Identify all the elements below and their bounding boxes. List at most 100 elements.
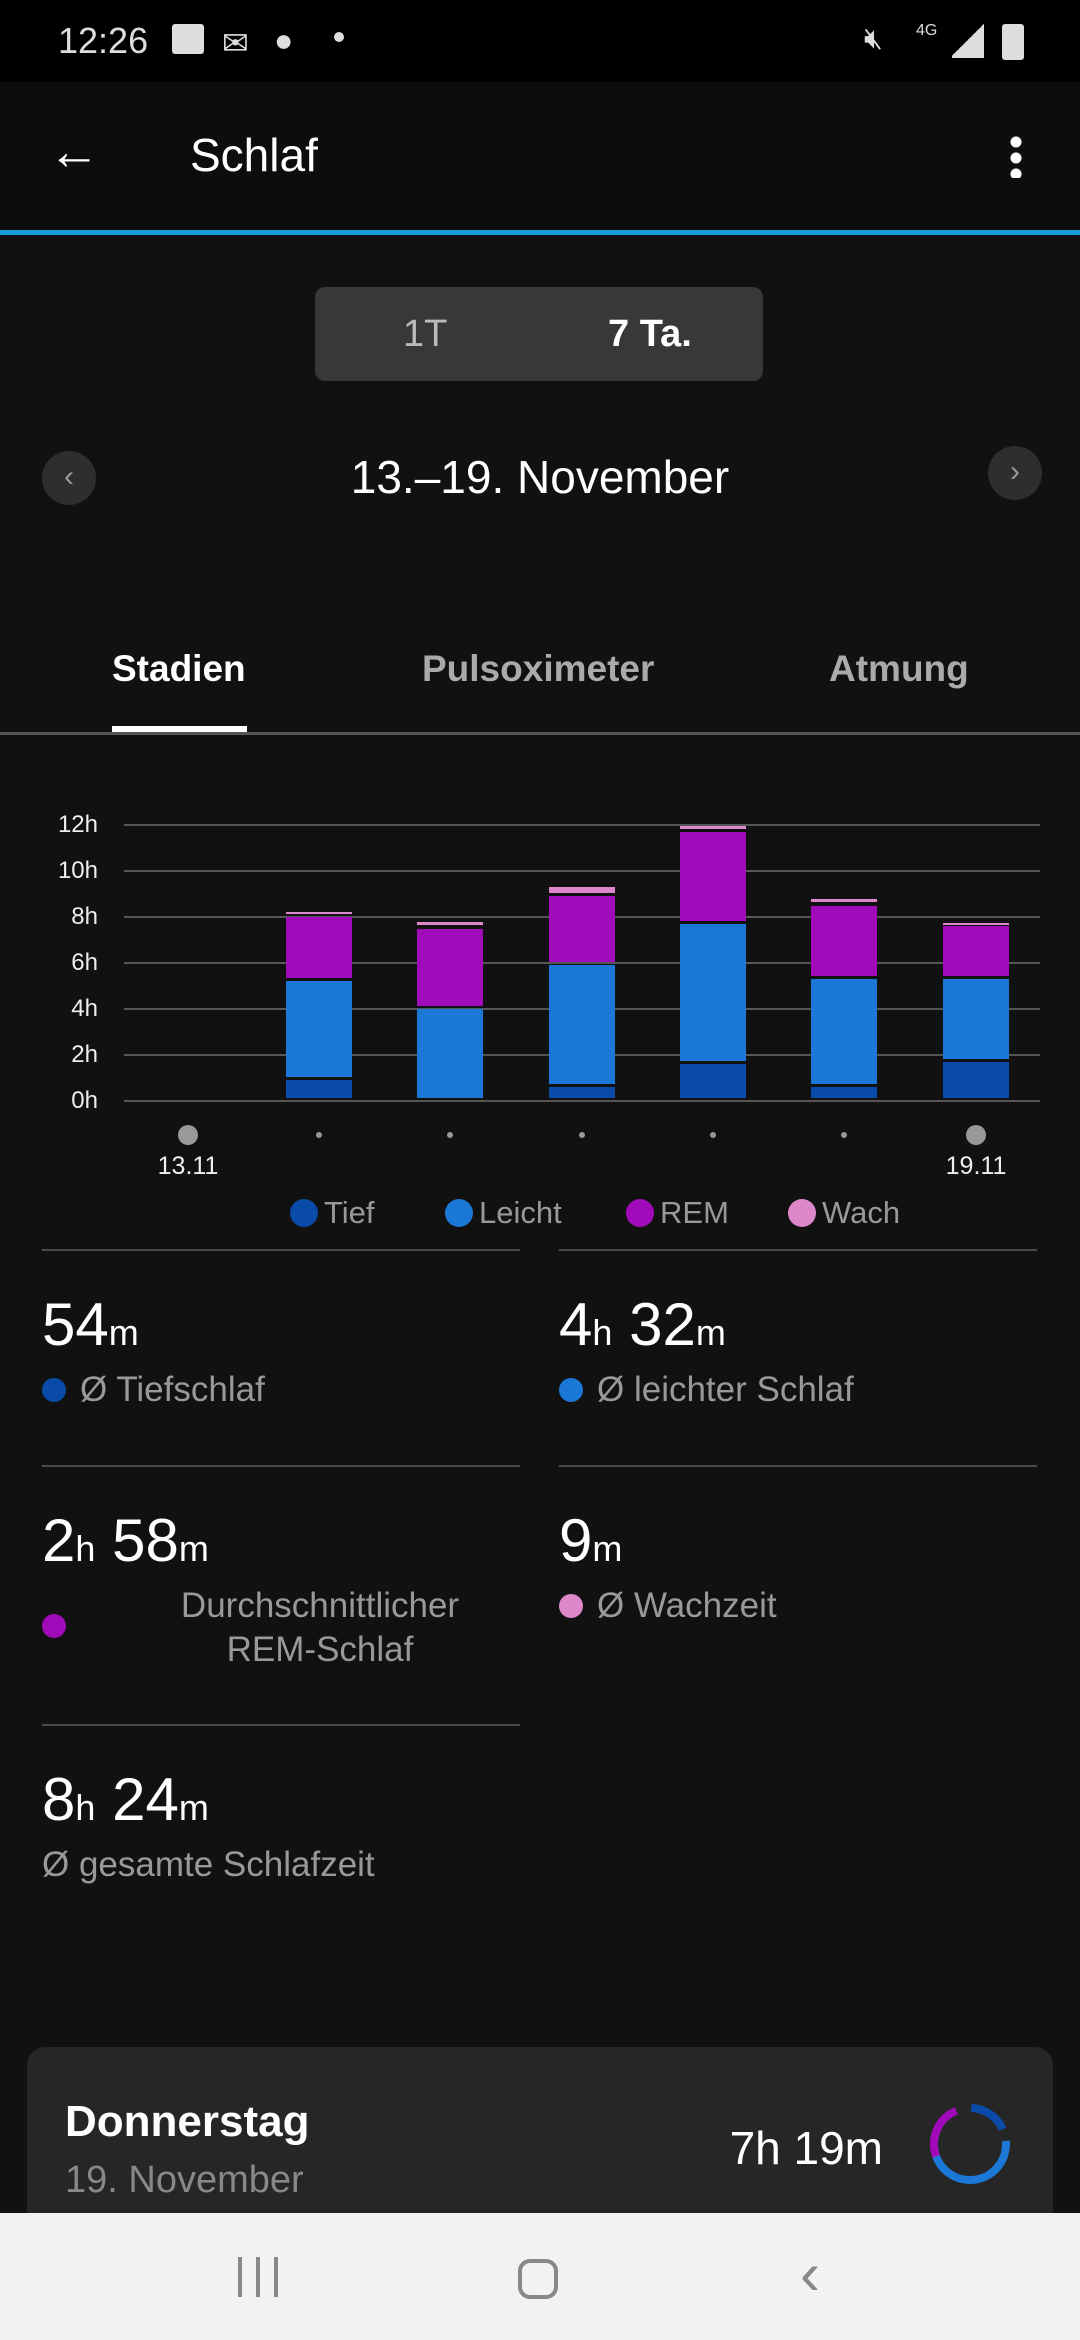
x-tick-dot bbox=[966, 1125, 986, 1145]
bar-wach bbox=[811, 898, 877, 903]
y-tick-label: 8h bbox=[71, 903, 98, 930]
legend-label: Wach bbox=[822, 1195, 901, 1230]
avg-awake-label: Ø Wachzeit bbox=[559, 1586, 777, 1626]
x-tick-label: 19.11 bbox=[945, 1152, 1007, 1180]
avg-light-sleep-label: Ø leichter Schlaf bbox=[559, 1370, 854, 1410]
deep-dot-icon bbox=[42, 1378, 66, 1402]
bar-leicht bbox=[549, 965, 615, 1085]
more-options-icon[interactable] bbox=[1010, 134, 1022, 178]
tab-atmung[interactable]: Atmung bbox=[829, 648, 969, 689]
y-tick-label: 4h bbox=[71, 995, 98, 1022]
bar-wach bbox=[943, 922, 1009, 925]
bar-wach bbox=[680, 826, 746, 829]
awake-dot-icon bbox=[559, 1594, 583, 1618]
bar-rem bbox=[680, 831, 746, 921]
x-tick-dot bbox=[710, 1132, 716, 1138]
mute-icon: 🔇︎ bbox=[864, 22, 883, 55]
legend-label: Leicht bbox=[479, 1195, 562, 1230]
bar-rem bbox=[549, 896, 615, 963]
card-weekday: Donnerstag bbox=[65, 2097, 310, 2146]
y-tick-label: 2h bbox=[71, 1041, 98, 1068]
legend-swatch-rem bbox=[626, 1199, 654, 1227]
bar-tief bbox=[680, 1064, 746, 1098]
bar-tief bbox=[811, 1087, 877, 1098]
rem-dot-icon bbox=[42, 1614, 66, 1638]
back-arrow-icon[interactable]: ← bbox=[48, 123, 100, 181]
gridline bbox=[124, 962, 1040, 964]
signal-icon bbox=[952, 22, 984, 58]
bar-rem bbox=[811, 905, 877, 977]
bar-wach bbox=[549, 887, 615, 894]
recent-apps-icon[interactable] bbox=[238, 2257, 278, 2297]
legend-leicht: Leicht bbox=[445, 1195, 562, 1231]
avg-deep-sleep-value: 54m bbox=[42, 1291, 139, 1358]
status-time: 12:26 bbox=[58, 20, 149, 61]
gridline bbox=[124, 870, 1040, 872]
bar-wach bbox=[286, 912, 352, 915]
avg-total-sleep-label: Ø gesamte Schlafzeit bbox=[42, 1845, 375, 1884]
legend-label: REM bbox=[660, 1195, 729, 1230]
gridline bbox=[124, 1100, 1040, 1102]
light-dot-icon bbox=[559, 1378, 583, 1402]
avg-deep-sleep-label: Ø Tiefschlaf bbox=[42, 1370, 265, 1410]
date-range: 13.–19. November bbox=[350, 451, 730, 503]
bar-rem bbox=[286, 917, 352, 979]
gridline bbox=[124, 824, 1040, 826]
range-1t-button[interactable]: 1T bbox=[403, 313, 448, 355]
legend-wach: Wach bbox=[788, 1195, 900, 1231]
legend-rem: REM bbox=[626, 1195, 729, 1231]
card-duration: 7h 19m bbox=[729, 2122, 883, 2174]
y-tick-label: 0h bbox=[71, 1087, 98, 1114]
avg-awake-value: 9m bbox=[559, 1507, 623, 1574]
back-nav-icon[interactable]: ‹ bbox=[800, 2240, 820, 2307]
range-7days-button[interactable]: 7 Ta. bbox=[608, 313, 692, 355]
accent-divider bbox=[0, 230, 1080, 235]
avg-light-sleep-value: 4h 32m bbox=[559, 1291, 726, 1358]
bar-leicht bbox=[811, 979, 877, 1085]
page-title: Schlaf bbox=[190, 129, 318, 181]
stats-divider bbox=[559, 1465, 1037, 1467]
y-tick-label: 12h bbox=[57, 811, 98, 838]
legend-tief: Tief bbox=[290, 1195, 375, 1231]
x-tick-dot bbox=[579, 1132, 585, 1138]
stats-divider bbox=[42, 1465, 520, 1467]
battery-icon bbox=[1002, 24, 1024, 60]
bar-rem bbox=[417, 928, 483, 1006]
home-icon[interactable] bbox=[518, 2259, 558, 2299]
status-bar: 12:26 ✉ ● 🔇︎ 4G bbox=[0, 0, 1080, 82]
avg-rem-value: 2h 58m bbox=[42, 1507, 209, 1574]
bar-tief bbox=[943, 1061, 1009, 1098]
bar-leicht bbox=[680, 923, 746, 1062]
next-range-button[interactable]: › bbox=[988, 446, 1042, 500]
legend-swatch-wach bbox=[788, 1199, 816, 1227]
network-4g-icon: 4G bbox=[916, 22, 938, 39]
app-notification-icon: ● bbox=[274, 22, 294, 58]
x-tick-label: 13.11 bbox=[157, 1152, 219, 1180]
gallery-icon bbox=[172, 24, 204, 54]
bar-tief bbox=[549, 1087, 615, 1098]
active-tab-indicator bbox=[112, 726, 247, 732]
legend-swatch-leicht bbox=[445, 1199, 473, 1227]
y-tick-label: 6h bbox=[71, 949, 98, 976]
tab-stadien[interactable]: Stadien bbox=[112, 648, 246, 689]
card-date: 19. November bbox=[65, 2159, 304, 2201]
bar-leicht bbox=[286, 981, 352, 1078]
avg-rem-label: Durchschnittlicher REM-Schlaf bbox=[180, 1586, 460, 1669]
bar-leicht bbox=[417, 1009, 483, 1098]
bar-leicht bbox=[943, 979, 1009, 1059]
legend-swatch-tief bbox=[290, 1199, 318, 1227]
tab-pulsoximeter[interactable]: Pulsoximeter bbox=[422, 648, 655, 689]
system-nav-bar: ‹ bbox=[0, 2213, 1080, 2340]
stats-divider bbox=[42, 1249, 520, 1251]
stats-divider bbox=[42, 1724, 520, 1726]
range-toggle: 1T 7 Ta. bbox=[315, 287, 763, 381]
app-bar: ← Schlaf bbox=[0, 82, 1080, 231]
legend-label: Tief bbox=[324, 1195, 375, 1230]
bar-wach bbox=[417, 921, 483, 926]
x-tick-dot bbox=[178, 1125, 198, 1145]
previous-range-button[interactable]: ‹ bbox=[42, 451, 96, 505]
x-tick-dot bbox=[447, 1132, 453, 1138]
stats-divider bbox=[559, 1249, 1037, 1251]
bar-rem bbox=[943, 926, 1009, 977]
x-tick-dot bbox=[316, 1132, 322, 1138]
